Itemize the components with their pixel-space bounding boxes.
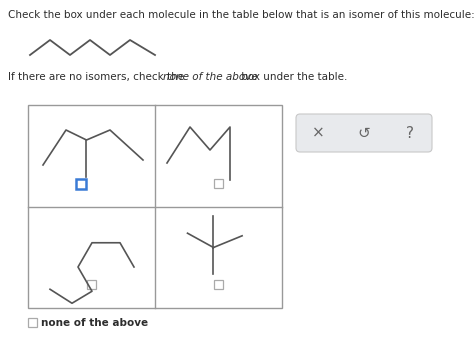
Text: ↺: ↺ xyxy=(357,126,370,140)
Bar xyxy=(87,280,96,289)
Text: Check the box under each molecule in the table below that is an isomer of this m: Check the box under each molecule in the… xyxy=(8,10,474,20)
Bar xyxy=(214,280,223,289)
Bar xyxy=(28,318,37,327)
Text: ?: ? xyxy=(406,126,414,140)
Bar xyxy=(214,179,223,188)
FancyBboxPatch shape xyxy=(296,114,432,152)
Text: box under the table.: box under the table. xyxy=(238,72,347,82)
Bar xyxy=(76,179,86,189)
Text: If there are no isomers, check the: If there are no isomers, check the xyxy=(8,72,187,82)
Text: none of the above: none of the above xyxy=(41,318,148,327)
Text: none of the above: none of the above xyxy=(163,72,258,82)
Bar xyxy=(28,105,282,308)
Text: ×: × xyxy=(311,126,324,140)
